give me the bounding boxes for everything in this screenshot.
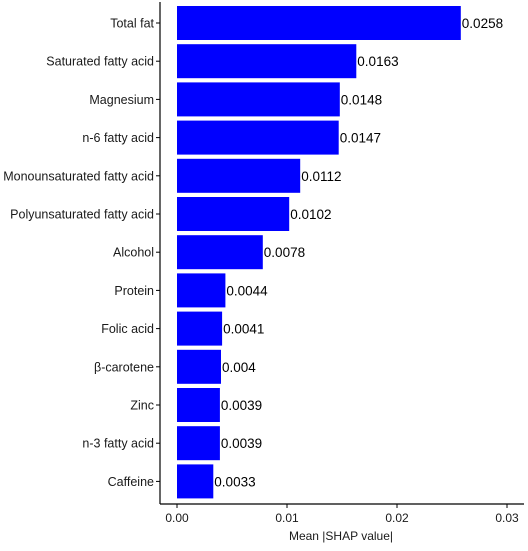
bar-4 [177,158,301,193]
value-label-3: 0.0147 [340,131,381,146]
category-label-8: Folic acid [101,322,154,336]
category-label-10: Zinc [130,399,154,413]
category-label-2: Magnesium [89,93,154,107]
value-label-8: 0.0041 [223,322,264,337]
bar-10 [177,388,220,422]
bar-9 [177,349,221,384]
value-label-12: 0.0033 [214,474,255,489]
category-label-5: Polyunsaturated fatty acid [10,208,154,222]
x-tick-label-0: 0.00 [165,511,189,525]
x-tick-label-2: 0.02 [385,511,409,525]
value-labels-layer: 0.0258 0.0163 0.0148 0.0147 0.0112 0.0102 0.00… [214,16,503,489]
x-tick-label-3: 0.03 [495,511,519,525]
value-label-6: 0.0078 [264,245,305,260]
category-label-3: n-6 fatty acid [82,131,154,145]
bar-1 [177,44,357,79]
bar-11 [177,426,220,461]
value-label-5: 0.0102 [290,207,331,222]
category-labels-layer: Total fat Saturated fatty acid Magnesium n-… [3,17,160,489]
value-label-9: 0.004 [222,360,256,375]
bar-6 [177,235,263,270]
category-label-11: n-3 fatty acid [82,437,154,451]
bar-7 [177,273,226,308]
value-label-4: 0.0112 [301,169,341,184]
value-label-11: 0.0039 [221,436,262,451]
x-ticks-layer: 0.00 0.01 0.02 0.03 [165,504,519,525]
bar-0 [177,6,461,40]
bar-12 [177,464,214,499]
category-label-9: β-carotene [94,360,154,374]
value-label-10: 0.0039 [221,398,262,413]
value-label-7: 0.0044 [226,283,268,298]
bars-layer [177,6,461,499]
x-axis-title: Mean |SHAP value| [289,529,393,543]
category-label-12: Caffeine [108,475,154,489]
bar-3 [177,120,339,155]
axes-layer [159,2,524,505]
x-tick-label-1: 0.01 [275,511,299,525]
bar-8 [177,311,223,346]
category-label-0: Total fat [110,17,154,31]
bar-2 [177,82,340,117]
category-label-1: Saturated fatty acid [46,55,154,69]
value-label-0: 0.0258 [462,16,503,31]
category-label-4: Monounsaturated fatty acid [3,169,154,183]
value-label-1: 0.0163 [357,54,398,69]
value-label-2: 0.0148 [341,92,382,107]
category-label-7: Protein [114,284,154,298]
bar-5 [177,197,290,231]
category-label-6: Alcohol [113,246,154,260]
